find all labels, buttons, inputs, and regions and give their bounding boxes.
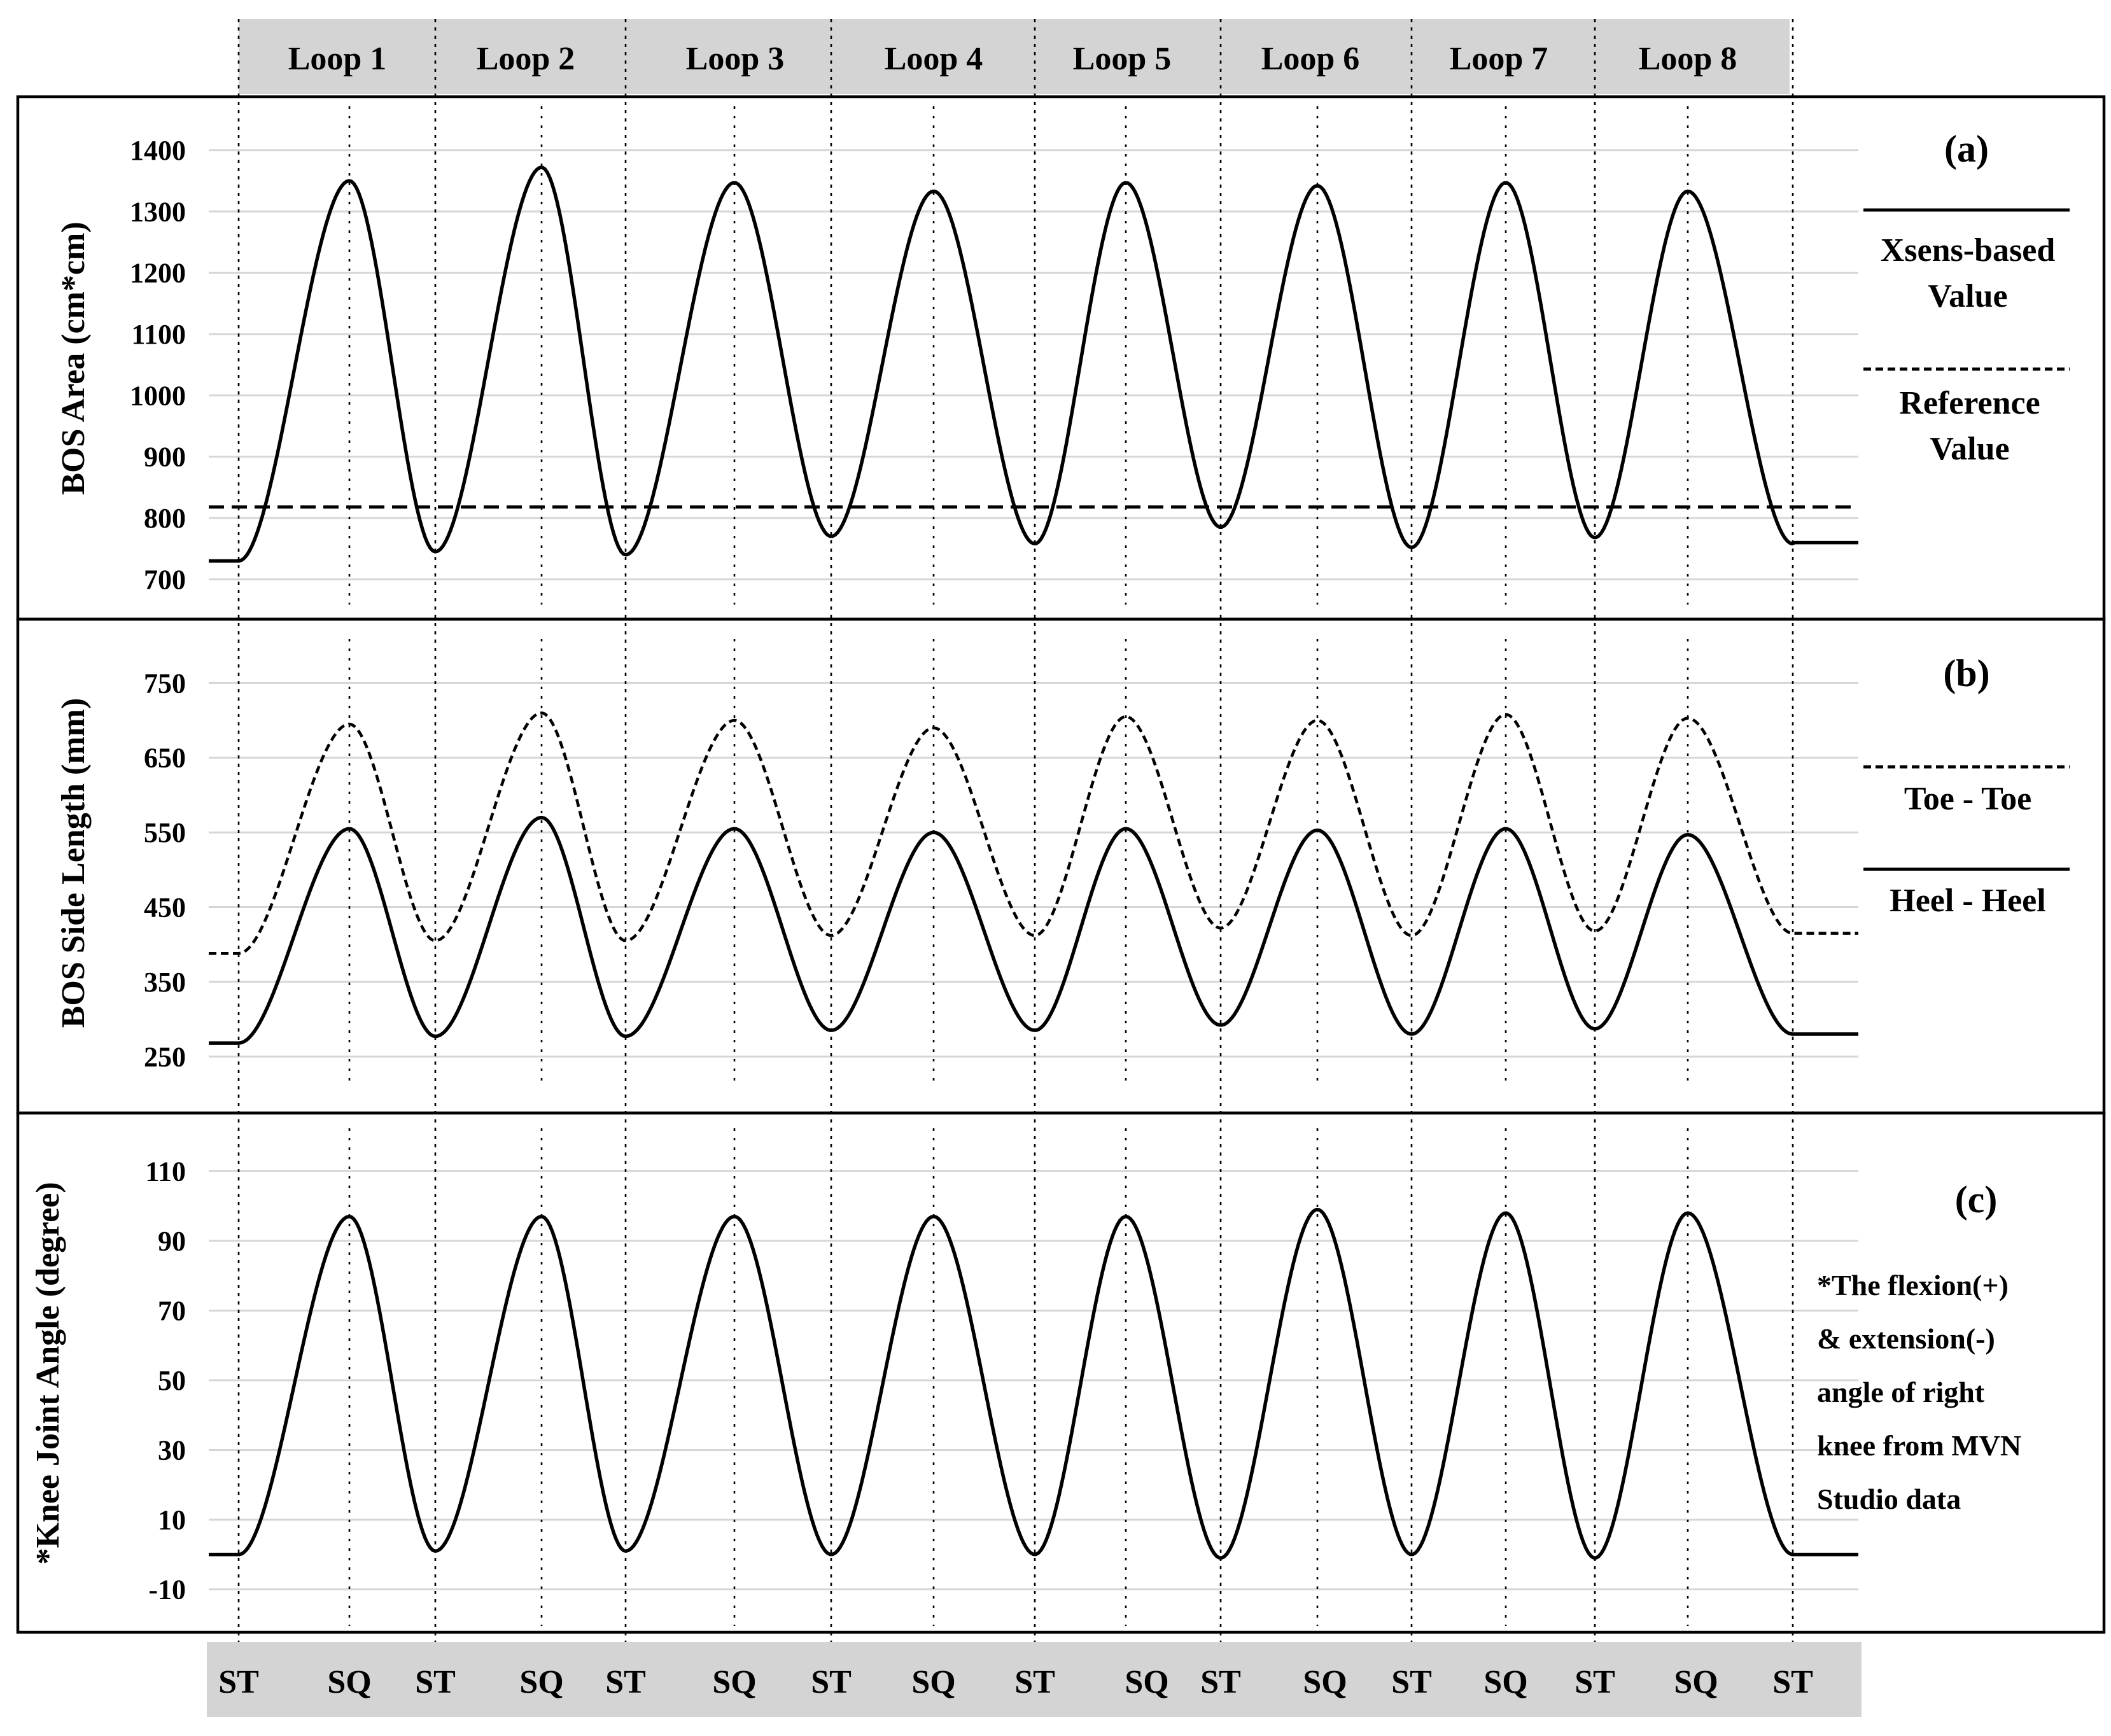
phase-label: SQ [327, 1664, 371, 1700]
y-tick-label: 110 [145, 1156, 186, 1187]
phase-label: ST [1200, 1664, 1241, 1700]
y-tick-label: 250 [144, 1041, 186, 1072]
loop-label: Loop 2 [477, 41, 575, 77]
y-tick-label: 70 [158, 1295, 186, 1326]
panel-c-frame [16, 1111, 2106, 1634]
panel-c-note: (c) *The flexion(+) & extension(-) angle… [1817, 1179, 2021, 1515]
panel-c-tag: (c) [1955, 1179, 1998, 1221]
panel-frames [16, 95, 2106, 1634]
panel-a-tag: (a) [1944, 128, 1989, 170]
panel-a-series-0-solid-line [209, 165, 1858, 563]
y-tick-label: 30 [158, 1435, 186, 1466]
phase-label: SQ [911, 1664, 955, 1700]
y-tick-label: 90 [158, 1226, 186, 1257]
loop-label: Loop 4 [885, 41, 983, 77]
phase-label: SQ [1303, 1664, 1347, 1700]
phase-label: SQ [1125, 1664, 1168, 1700]
grid-layer [209, 149, 1858, 1591]
phase-label: SQ [712, 1664, 756, 1700]
loop-label: Loop 3 [686, 41, 785, 77]
legend-heel-label: Heel - Heel [1890, 883, 2045, 919]
panel-b-tag: (b) [1943, 652, 1989, 694]
phase-label: ST [605, 1664, 646, 1700]
phase-label: SQ [1483, 1664, 1527, 1700]
loop-label: Loop 5 [1073, 41, 1172, 77]
note-line: Studio data [1817, 1483, 1961, 1515]
y-tick-label: -10 [148, 1574, 186, 1606]
loop-label: Loop 6 [1261, 41, 1360, 77]
panel-b-series-0-dashed-line [209, 711, 1858, 955]
y-tick-label: 1400 [130, 135, 186, 166]
panel-c-ylabel: *Knee Joint Angle (degree) [30, 1182, 66, 1564]
y-tick-label: 750 [144, 668, 186, 699]
panel-a-ylabel: BOS Area (cm*cm) [55, 221, 92, 494]
note-line: & extension(-) [1817, 1322, 1995, 1355]
loop-label: Loop 7 [1450, 41, 1548, 77]
y-tick-label: 450 [144, 892, 186, 923]
panel-a-frame [16, 95, 2106, 621]
y-tick-label: 50 [158, 1365, 186, 1396]
legend-reference-line2: Value [1930, 431, 2009, 467]
loop-banner-bg [239, 19, 1790, 94]
phase-label: SQ [519, 1664, 563, 1700]
phase-label: ST [811, 1664, 852, 1700]
y-tick-label: 1100 [131, 319, 186, 350]
legend-reference-line1: Reference [1899, 385, 2040, 421]
y-tick-label: 800 [144, 503, 186, 534]
legend-xsens-line2: Value [1928, 278, 2007, 314]
phase-banner-bg [207, 1642, 1862, 1717]
phase-label: ST [1391, 1664, 1432, 1700]
loop-label: Loop 1 [288, 41, 387, 77]
panel-b-legend: (b) Toe - Toe Heel - Heel [1863, 652, 2070, 919]
loop-label: Loop 8 [1639, 41, 1737, 77]
panel-c-series-0-solid-line [209, 1208, 1858, 1560]
series-layer [209, 165, 1858, 1560]
y-tick-label: 900 [144, 442, 186, 473]
note-line: knee from MVN [1817, 1429, 2021, 1462]
y-tick-label: 650 [144, 743, 186, 774]
phase-label: ST [1014, 1664, 1055, 1700]
y-axis-labels: BOS Area (cm*cm) BOS Side Length (mm) *K… [30, 221, 92, 1564]
panel-a-legend: (a) Xsens-based Value Reference Value [1863, 128, 2070, 467]
legend-xsens-line1: Xsens-based [1881, 232, 2056, 269]
phase-label: ST [218, 1664, 259, 1700]
y-tick-label: 1200 [130, 258, 186, 289]
y-tick-label: 550 [144, 817, 186, 848]
y-tick-label: 1300 [130, 196, 186, 227]
note-line: *The flexion(+) [1817, 1269, 2009, 1301]
phase-divider-layer [237, 19, 1794, 1642]
y-tick-label: 700 [144, 564, 186, 595]
phase-banner: ST SQ ST SQ ST SQ ST SQ ST SQ ST SQ ST S… [207, 1642, 1862, 1717]
y-tick-labels: 700 800 900 1000 1100 1200 1300 1400 250 350 450 55… [130, 135, 186, 1606]
y-tick-label: 350 [144, 967, 186, 998]
phase-label: ST [415, 1664, 456, 1700]
phase-label: ST [1772, 1664, 1813, 1700]
legend-toe-label: Toe - Toe [1904, 781, 2031, 817]
loop-banner: Loop 1 Loop 2 Loop 3 Loop 4 Loop 5 Loop … [239, 19, 1790, 94]
panel-b-frame [16, 617, 2106, 1115]
y-tick-label: 1000 [130, 380, 186, 411]
panel-b-series-1-solid-line [209, 815, 1858, 1045]
phase-label: SQ [1674, 1664, 1718, 1700]
note-line: angle of right [1817, 1376, 1985, 1408]
panel-b-ylabel: BOS Side Length (mm) [55, 698, 92, 1028]
phase-label: ST [1574, 1664, 1615, 1700]
y-tick-label: 10 [158, 1504, 186, 1536]
